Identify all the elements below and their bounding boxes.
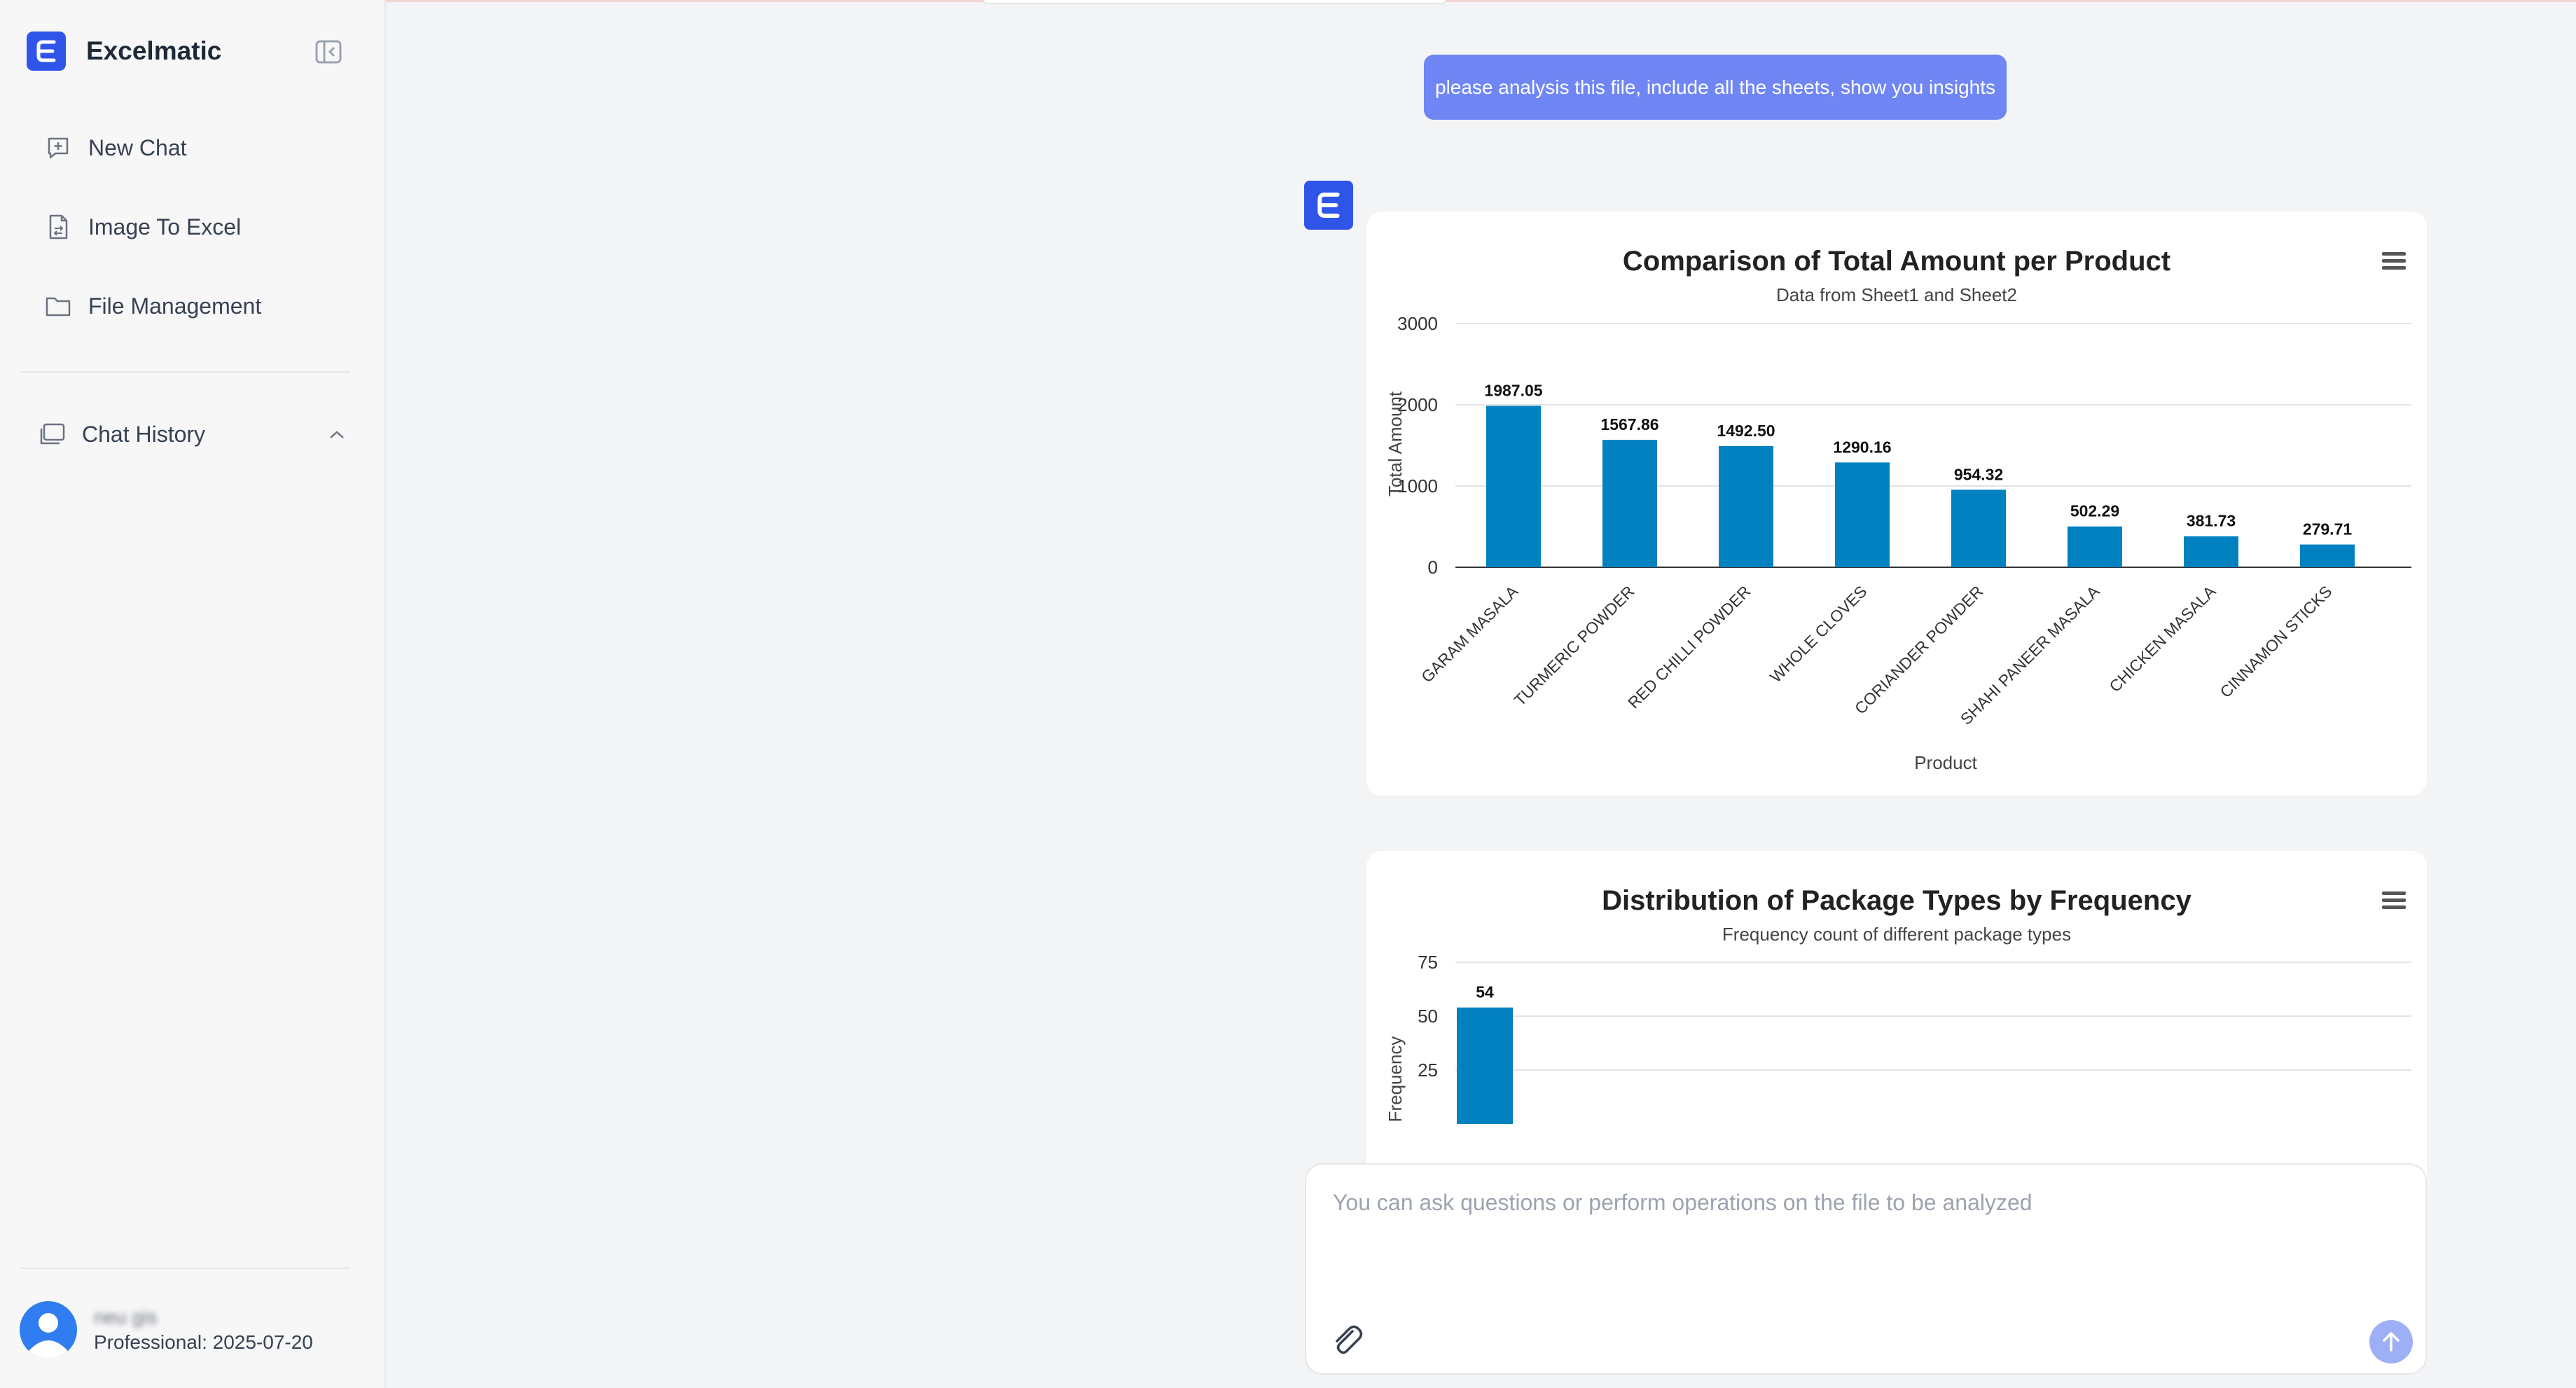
bar-value-label: 954.32 [1954, 465, 2003, 483]
sidebar-item-label: File Management [88, 293, 262, 319]
bar-value-label: 381.73 [2187, 512, 2236, 530]
new-chat-icon [45, 134, 71, 161]
y-tick-label: 1000 [1397, 476, 1438, 497]
x-tick-label: GARAM MASALA [1418, 582, 1522, 686]
sidebar-item-image-to-excel[interactable]: Image To Excel [45, 214, 241, 240]
y-axis-label: Frequency [1385, 1036, 1406, 1123]
chat-input[interactable] [1331, 1188, 2385, 1296]
x-tick-label: CHICKEN MASALA [2105, 582, 2220, 696]
y-tick-label: 75 [1418, 952, 1438, 973]
bar [1951, 490, 2006, 567]
x-tick-label: RED CHILLI POWDER [1624, 582, 1754, 712]
y-tick-label: 25 [1418, 1060, 1438, 1081]
chat-area: please analysis this file, include all t… [386, 0, 2576, 1388]
bar [2184, 536, 2238, 567]
user-profile[interactable]: neu gis Professional: 2025-07-20 [20, 1301, 313, 1359]
sidebar: Excelmatic New Chat Image To Excel [0, 0, 386, 1388]
bar [1486, 405, 1541, 567]
attach-file-icon[interactable] [1327, 1320, 1366, 1359]
y-axis-label: Total Amount [1385, 391, 1406, 497]
bar-value-label: 1567.86 [1600, 415, 1659, 433]
x-tick-label: SHAHI PANEER MASALA [1957, 582, 2103, 728]
collapse-sidebar-button[interactable] [314, 39, 342, 64]
bar-value-label: 1290.16 [1833, 438, 1891, 456]
bar [1602, 440, 1657, 567]
chat-history-icon [39, 420, 67, 448]
sidebar-item-file-management[interactable]: File Management [45, 293, 261, 319]
chat-history-label: Chat History [82, 421, 206, 447]
folder-icon [45, 293, 71, 319]
top-border [386, 0, 2576, 2]
avatar [20, 1301, 77, 1359]
chart-subtitle: Frequency count of different package typ… [1722, 924, 2071, 945]
bar-value-label: 279.71 [2303, 520, 2353, 539]
chart-subtitle: Data from Sheet1 and Sheet2 [1776, 284, 2017, 305]
y-tick-label: 2000 [1397, 394, 1438, 415]
y-tick-label: 3000 [1397, 313, 1438, 334]
chart-card-total-amount: Comparison of Total Amount per Product Da… [1366, 211, 2427, 796]
x-tick-label: WHOLE CLOVES [1766, 582, 1871, 686]
arrow-up-icon [2383, 1332, 2400, 1352]
sidebar-item-new-chat[interactable]: New Chat [45, 134, 187, 161]
chart-title: Comparison of Total Amount per Product [1623, 246, 2170, 277]
chart-title: Distribution of Package Types by Frequen… [1602, 885, 2191, 916]
total-amount-bar-chart: Comparison of Total Amount per Product Da… [1385, 246, 2411, 773]
chat-input-box [1305, 1163, 2427, 1375]
user-message: please analysis this file, include all t… [1424, 55, 2007, 120]
x-tick-label: TURMERIC POWDER [1511, 582, 1638, 709]
assistant-avatar-icon [1304, 181, 1353, 230]
x-tick-label: CORIANDER POWDER [1851, 582, 1987, 718]
bar [1835, 462, 1890, 567]
bar-value-label: 1987.05 [1484, 382, 1542, 400]
x-tick-label: CINNAMON STICKS [2216, 582, 2335, 701]
package-types-bar-chart: Distribution of Package Types by Frequen… [1385, 885, 2411, 1124]
bar-value-label: 502.29 [2070, 502, 2119, 520]
excelmatic-logo-icon [27, 32, 66, 71]
bar [1457, 1007, 1513, 1124]
brand-name: Excelmatic [86, 36, 222, 65]
chevron-up-icon[interactable] [327, 422, 347, 447]
bar [2300, 544, 2355, 567]
image-to-excel-icon [45, 214, 71, 240]
brand[interactable]: Excelmatic [27, 32, 221, 71]
sidebar-footer-divider [21, 1268, 350, 1269]
sidebar-collapse-icon [315, 40, 342, 64]
y-tick-label: 0 [1428, 557, 1438, 578]
sidebar-item-label: New Chat [88, 134, 187, 160]
chat-history-toggle[interactable]: Chat History [39, 420, 347, 448]
sidebar-divider [21, 371, 350, 373]
y-tick-label: 50 [1418, 1006, 1438, 1027]
x-axis-label: Product [1914, 752, 1977, 773]
user-name: neu gis [94, 1306, 158, 1328]
bar-value-label: 1492.50 [1717, 422, 1775, 440]
chart-menu-icon[interactable] [2382, 252, 2406, 270]
user-plan: Professional: 2025-07-20 [94, 1331, 313, 1353]
sidebar-item-label: Image To Excel [88, 214, 242, 240]
chart-menu-icon[interactable] [2382, 891, 2406, 910]
bar [1719, 445, 1773, 567]
send-button[interactable] [2369, 1320, 2413, 1363]
bar-value-label: 54 [1476, 983, 1494, 1001]
bar [2068, 526, 2122, 567]
previous-attachment-stub [983, 0, 1446, 4]
